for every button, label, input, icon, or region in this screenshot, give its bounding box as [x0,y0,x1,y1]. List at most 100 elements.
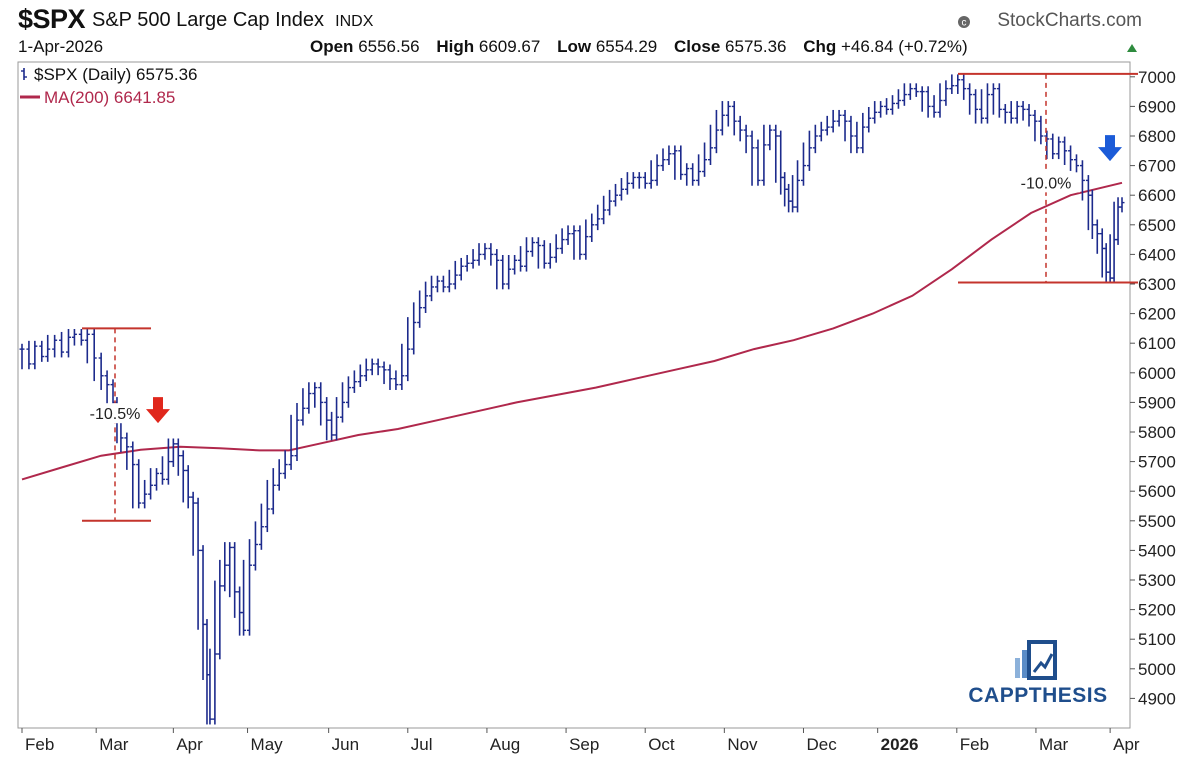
ohlc-bar [553,234,559,263]
ohlc-bar [778,130,784,195]
x-tick-label: Mar [1039,735,1069,754]
x-tick-label: Oct [648,735,675,754]
ohlc-bar [901,83,907,106]
ohlc-bar [318,382,324,426]
copyright-icon: c [958,16,970,29]
ohlc-bar [32,340,38,370]
ohlc-bar [696,154,702,186]
high-value: 6609.67 [478,37,541,56]
low-label: Low [557,37,592,56]
ohlc-bar [1103,243,1109,284]
ohlc-bar [800,142,806,186]
open-value: 6556.56 [358,37,420,56]
ohlc-bar [222,542,228,592]
ohlc-bar [170,438,176,467]
ohlc-bar [583,219,589,260]
ohlc-bar [142,479,148,509]
x-tick-label: Apr [1113,735,1140,754]
ohlc-bar [806,130,812,171]
ohlc-bar [1111,201,1117,284]
ohlc-bar [743,124,749,154]
y-tick-label: 7000 [1138,68,1176,87]
high-label: High [436,37,475,56]
ohlc-bar [175,438,181,476]
ohlc-bar [761,124,767,186]
ohlc-bar [961,74,967,100]
ohlc-bar [52,334,58,358]
ohlc-bar [1056,136,1062,160]
y-tick-label: 6200 [1138,305,1176,324]
ohlc-bar [458,257,464,281]
ohlc-bar [423,281,429,314]
y-tick-label: 5300 [1138,571,1176,590]
ohlc-bar [312,382,318,408]
ohlc-bar [59,331,65,358]
ohlc-bar [690,163,696,186]
ohlc-bar [375,358,381,376]
ohlc-bar [227,542,233,598]
ohlc-bar [713,109,719,154]
y-tick-label: 5200 [1138,601,1176,620]
ohlc-bar [559,228,565,254]
ohlc-bar [1008,101,1014,124]
ohlc-bar [666,145,672,166]
ma200-line [21,181,1123,481]
ohlc-bar [165,438,171,485]
ohlc-bar [294,402,300,462]
y-tick-label: 5100 [1138,630,1176,649]
ohlc-bar [707,124,713,166]
ohlc-bar [630,172,636,189]
ohlc-bar [65,328,71,358]
ohlc-bar [252,521,258,571]
ohlc-bar [518,246,524,272]
ohlc-bar [241,559,247,636]
ohlc-bar [654,154,660,186]
ohlc-bar [429,275,435,302]
ohlc-bar [446,269,452,293]
ohlc-bar [1014,101,1020,124]
y-tick-label: 5700 [1138,453,1176,472]
ohlc-bar [642,172,648,189]
index-full-name: S&P 500 Large Cap Index [92,9,325,31]
y-tick-label: 6100 [1138,334,1176,353]
ohlc-bar [842,109,848,142]
ticker-symbol: $SPX [18,4,86,34]
ohlc-bar [1119,197,1125,213]
ohlc-bar [329,411,335,441]
x-tick-label: May [251,735,284,754]
ohlc-bar [529,237,535,257]
ohlc-bar [854,121,860,154]
ohlc-bar [39,340,45,362]
moving-average-layer [21,181,1123,481]
ohlc-bar [955,74,961,94]
ohlc-bar [967,83,973,115]
x-tick-label: Feb [960,735,989,754]
ohlc-bar [258,503,264,550]
index-name: S&P 500 Large Cap Index INDX [92,9,373,32]
ohlc-bar [1094,219,1100,254]
ohlc-bar [324,397,330,441]
ohlc-bar [895,89,901,109]
chart-header: $SPX S&P 500 Large Cap Index INDX c Stoc… [0,0,1204,60]
blue-down-arrow-icon [1098,135,1122,162]
y-tick-label: 5600 [1138,482,1176,501]
ohlc-bar [1020,101,1026,121]
ohlc-bar [607,189,613,216]
ohlc-bar [204,619,210,725]
ohlc-bar [878,101,884,118]
ohlc-bar [1079,160,1085,201]
ohlc-bar [1026,104,1032,127]
ohlc-bar [767,124,773,151]
ohlc-bar [363,358,369,382]
y-tick-label: 6900 [1138,97,1176,116]
ohlc-bar [890,95,896,115]
ohlc-bar [949,74,955,94]
ohlc-bar [931,95,937,118]
ohlc-bar [1107,234,1113,284]
ohlc-bar [506,254,512,290]
ohlc-bar [207,648,213,725]
y-tick-label: 5000 [1138,660,1176,679]
ohlc-bar [340,382,346,423]
ohlc-bar [1002,104,1008,124]
ohlc-bar [19,343,25,370]
